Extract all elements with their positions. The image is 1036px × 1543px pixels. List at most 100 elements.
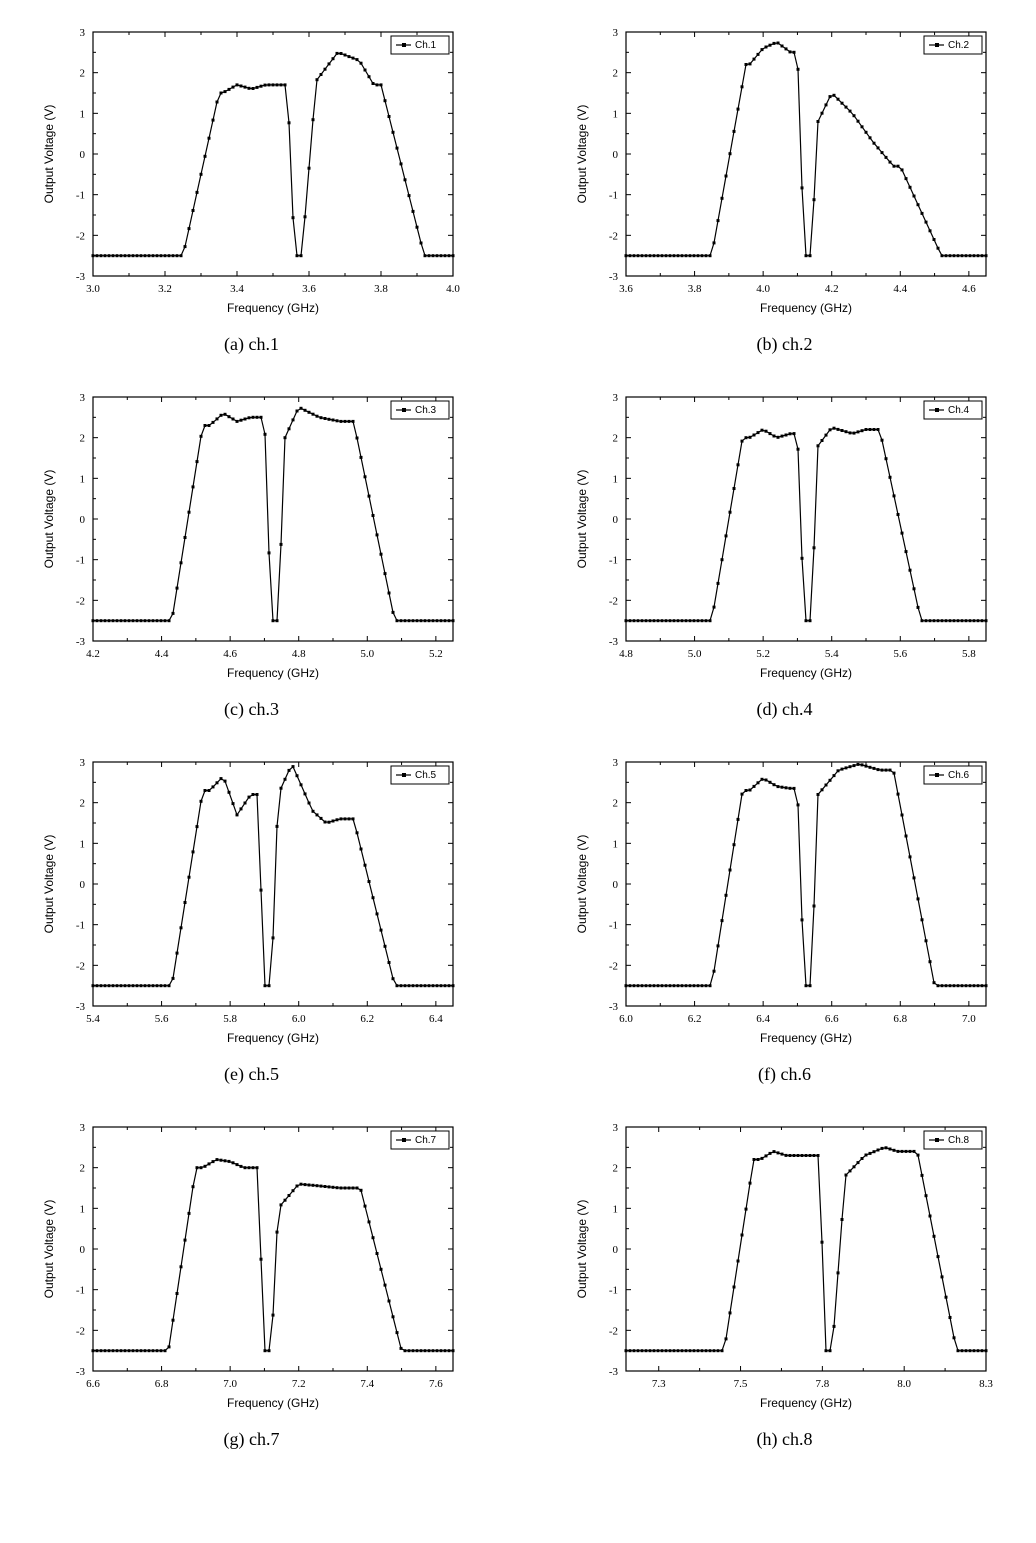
svg-text:0: 0 [79,514,85,526]
svg-text:7.0: 7.0 [223,1378,237,1390]
svg-text:Frequency (GHz): Frequency (GHz) [226,301,318,315]
svg-text:Ch.3: Ch.3 [415,405,437,416]
svg-text:5.8: 5.8 [223,1013,237,1025]
caption-ch5: (e) ch.5 [224,1064,279,1085]
svg-text:3: 3 [612,27,618,39]
svg-text:-1: -1 [75,920,84,932]
svg-text:2: 2 [79,1163,85,1175]
svg-text:3.8: 3.8 [687,283,701,295]
svg-text:Output Voltage (V): Output Voltage (V) [42,835,56,934]
svg-text:-2: -2 [608,1325,617,1337]
svg-text:4.4: 4.4 [154,648,168,660]
svg-text:Frequency (GHz): Frequency (GHz) [759,1031,851,1045]
svg-text:4.8: 4.8 [619,648,633,660]
chart-svg: -3-2-101235.45.65.86.06.26.4Frequency (G… [37,750,467,1050]
caption-ch3: (c) ch.3 [224,699,279,720]
svg-text:4.8: 4.8 [291,648,305,660]
svg-text:-2: -2 [608,230,617,242]
svg-text:8.0: 8.0 [897,1378,911,1390]
svg-text:1: 1 [612,473,618,485]
svg-text:-3: -3 [75,1366,85,1378]
chart-svg: -3-2-101236.66.87.07.27.47.6Frequency (G… [37,1115,467,1415]
svg-text:6.8: 6.8 [893,1013,907,1025]
svg-text:0: 0 [79,1244,85,1256]
svg-text:1: 1 [79,473,85,485]
svg-text:-2: -2 [608,960,617,972]
svg-text:-2: -2 [75,230,84,242]
svg-text:5.2: 5.2 [428,648,442,660]
chart-ch5: -3-2-101235.45.65.86.06.26.4Frequency (G… [37,750,467,1050]
chart-ch3: -3-2-101234.24.44.64.85.05.2Frequency (G… [37,385,467,685]
svg-text:0: 0 [612,514,618,526]
svg-text:1: 1 [612,838,618,850]
panel-ch6: -3-2-101236.06.26.46.66.87.0Frequency (G… [543,750,1026,1085]
caption-ch7: (g) ch.7 [224,1429,280,1450]
svg-text:0: 0 [612,149,618,161]
chart-svg: -3-2-101234.85.05.25.45.65.8Frequency (G… [570,385,1000,685]
chart-svg: -3-2-101234.24.44.64.85.05.2Frequency (G… [37,385,467,685]
svg-text:-1: -1 [608,190,617,202]
panel-ch1: -3-2-101233.03.23.43.63.84.0Frequency (G… [10,20,493,355]
svg-text:6.2: 6.2 [360,1013,374,1025]
svg-text:7.0: 7.0 [961,1013,975,1025]
panel-ch8: -3-2-101237.37.57.88.08.3Frequency (GHz)… [543,1115,1026,1450]
svg-text:3.8: 3.8 [374,283,388,295]
svg-text:1: 1 [79,1203,85,1215]
svg-text:-1: -1 [608,920,617,932]
svg-text:Frequency (GHz): Frequency (GHz) [226,666,318,680]
svg-text:Output Voltage (V): Output Voltage (V) [42,105,56,204]
panel-ch5: -3-2-101235.45.65.86.06.26.4Frequency (G… [10,750,493,1085]
svg-text:6.8: 6.8 [154,1378,168,1390]
svg-text:Frequency (GHz): Frequency (GHz) [759,301,851,315]
svg-text:-2: -2 [75,960,84,972]
svg-text:7.5: 7.5 [733,1378,747,1390]
svg-text:3.6: 3.6 [302,283,316,295]
svg-text:3: 3 [79,1122,85,1134]
svg-text:Ch.8: Ch.8 [948,1135,970,1146]
svg-text:2: 2 [79,433,85,445]
svg-text:6.4: 6.4 [428,1013,442,1025]
svg-text:-3: -3 [608,1001,618,1013]
svg-text:3.6: 3.6 [619,283,633,295]
svg-text:3: 3 [612,392,618,404]
svg-text:2: 2 [79,68,85,80]
chart-ch2: -3-2-101233.63.84.04.24.44.6Frequency (G… [570,20,1000,320]
panel-ch3: -3-2-101234.24.44.64.85.05.2Frequency (G… [10,385,493,720]
caption-ch8: (h) ch.8 [757,1429,813,1450]
svg-text:-1: -1 [608,555,617,567]
svg-text:-3: -3 [75,636,85,648]
svg-text:5.0: 5.0 [687,648,701,660]
svg-text:0: 0 [612,879,618,891]
svg-text:5.6: 5.6 [893,648,907,660]
svg-text:5.0: 5.0 [360,648,374,660]
svg-text:7.6: 7.6 [428,1378,442,1390]
svg-text:-2: -2 [608,595,617,607]
svg-text:Output Voltage (V): Output Voltage (V) [575,835,589,934]
svg-text:6.0: 6.0 [619,1013,633,1025]
svg-text:Output Voltage (V): Output Voltage (V) [575,470,589,569]
svg-text:1: 1 [79,108,85,120]
svg-text:4.2: 4.2 [86,648,100,660]
svg-text:-3: -3 [608,1366,618,1378]
svg-text:5.6: 5.6 [154,1013,168,1025]
svg-text:-3: -3 [75,1001,85,1013]
svg-text:0: 0 [79,149,85,161]
svg-text:3: 3 [79,757,85,769]
chart-svg: -3-2-101233.03.23.43.63.84.0Frequency (G… [37,20,467,320]
svg-text:6.0: 6.0 [291,1013,305,1025]
svg-text:3: 3 [612,757,618,769]
svg-text:Ch.4: Ch.4 [948,405,970,416]
svg-text:0: 0 [612,1244,618,1256]
caption-ch4: (d) ch.4 [757,699,813,720]
svg-text:8.3: 8.3 [979,1378,993,1390]
svg-text:4.0: 4.0 [756,283,770,295]
svg-text:Output Voltage (V): Output Voltage (V) [42,470,56,569]
svg-text:7.4: 7.4 [360,1378,374,1390]
svg-text:-3: -3 [608,636,618,648]
chart-ch4: -3-2-101234.85.05.25.45.65.8Frequency (G… [570,385,1000,685]
caption-ch6: (f) ch.6 [758,1064,811,1085]
svg-text:-1: -1 [608,1285,617,1297]
svg-text:Output Voltage (V): Output Voltage (V) [575,1200,589,1299]
svg-text:2: 2 [79,798,85,810]
svg-text:-3: -3 [75,271,85,283]
